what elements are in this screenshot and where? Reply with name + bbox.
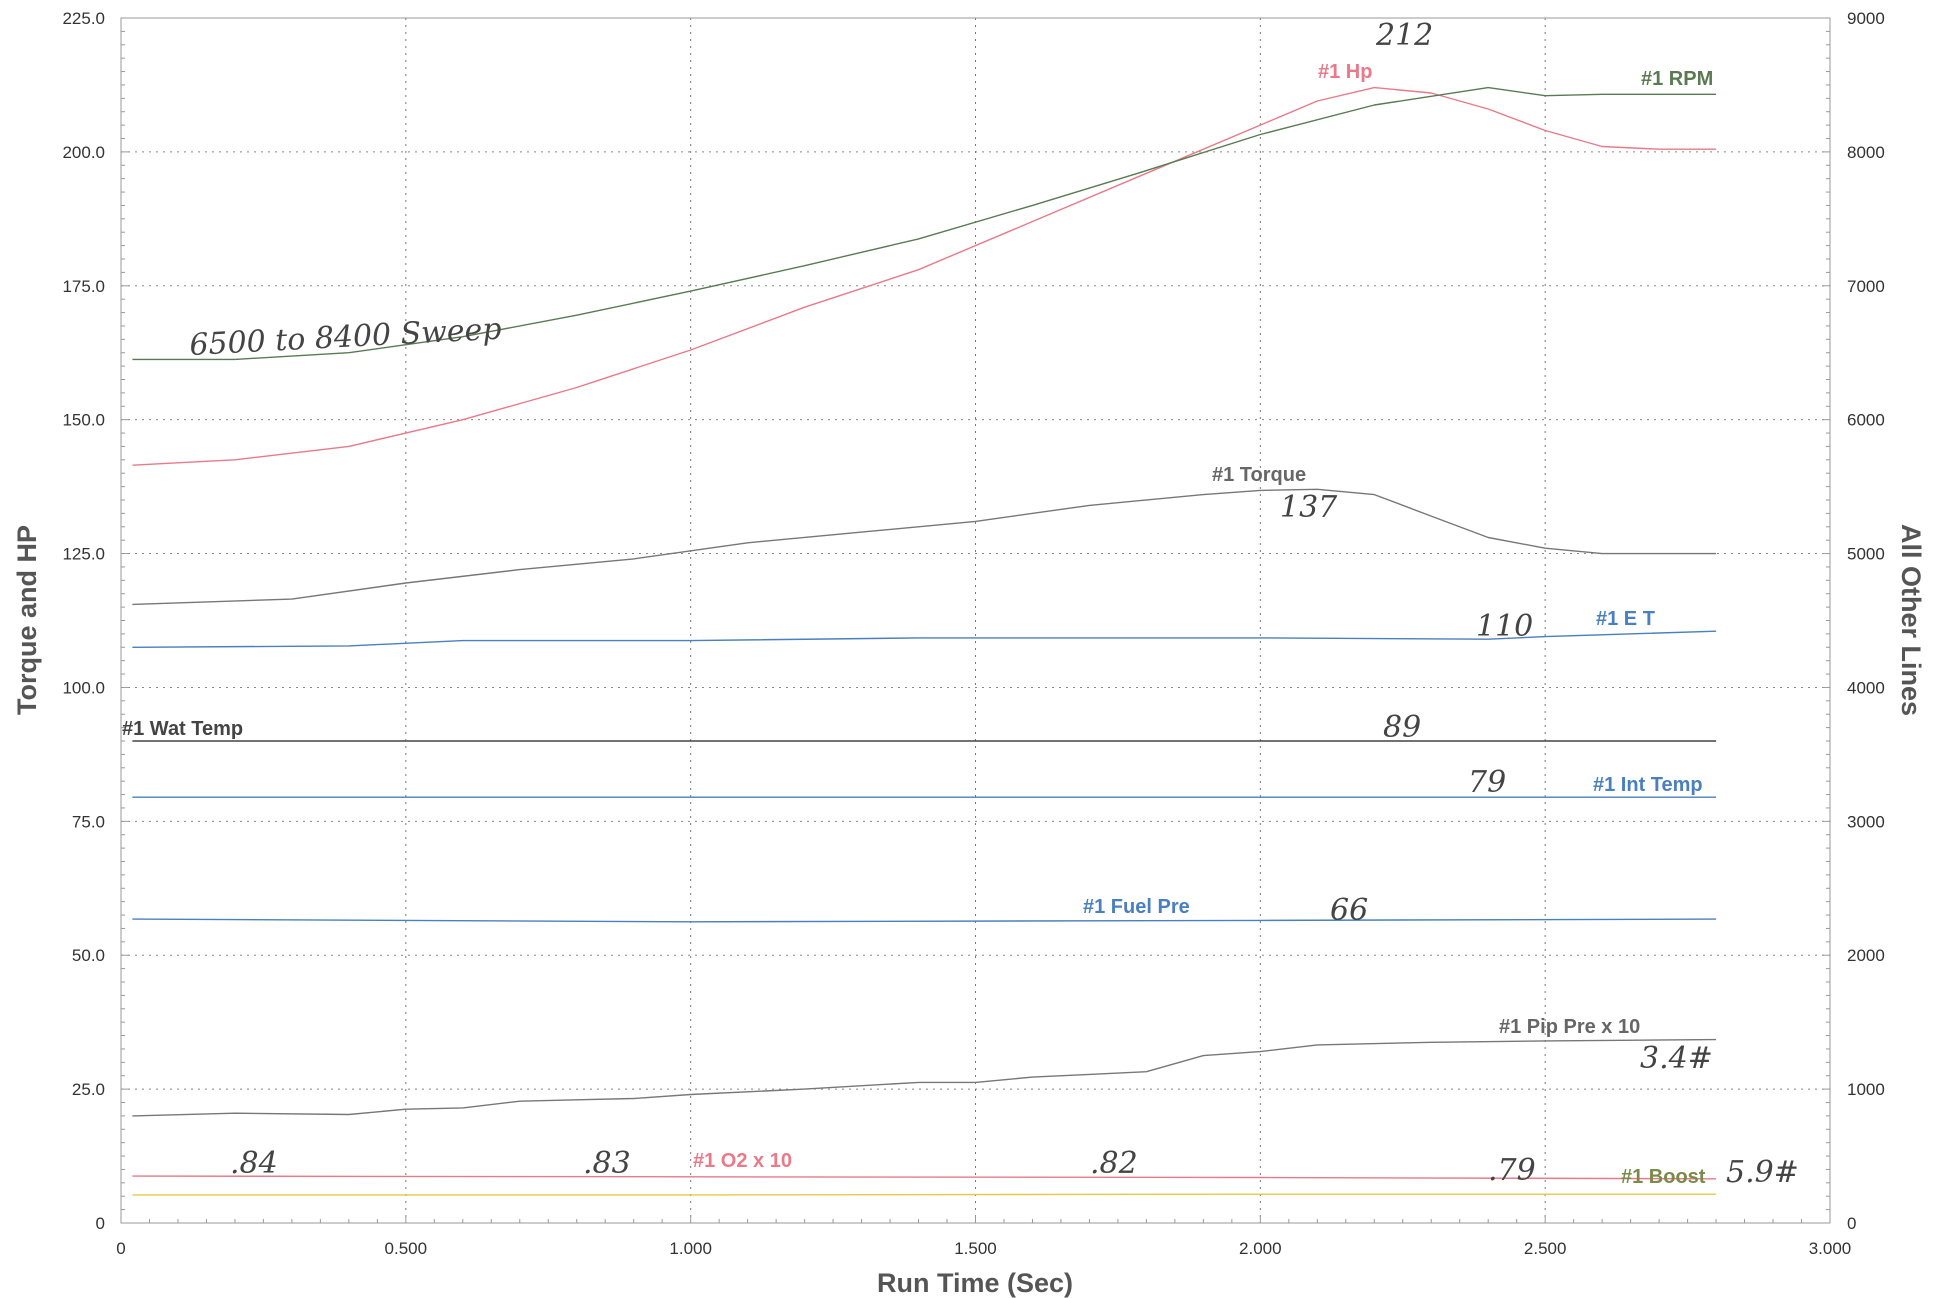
y-right-tick-label: 1000 (1847, 1080, 1885, 1099)
series-layer (132, 86, 1717, 1196)
y-right-tick-label: 4000 (1847, 678, 1885, 697)
x-tick-label: 0.500 (385, 1239, 428, 1258)
y-right-tick-label: 7000 (1847, 277, 1885, 296)
series-line-1-e-t (132, 630, 1717, 648)
y-left-tick-label: 50.0 (72, 946, 105, 965)
label-et: #1 E T (1596, 608, 1655, 630)
y-right-tick-label: 8000 (1847, 143, 1885, 162)
y-left-tick-label: 75.0 (72, 812, 105, 831)
x-tick-label: 0 (116, 1239, 125, 1258)
y-left-tick-label: 25.0 (72, 1080, 105, 1099)
tick-labels: 0 0.500 1.000 1.500 2.000 2.500 3.000 0 25.0 50.0… (62, 9, 1884, 1258)
x-tick-label: 1.000 (669, 1239, 712, 1258)
y-left-tick-label: 125.0 (62, 545, 105, 564)
series-line-1-boost (132, 1193, 1717, 1196)
note-110: 110 (1476, 609, 1533, 644)
label-rpm: #1 RPM (1641, 68, 1713, 90)
x-tick-label: 3.000 (1809, 1239, 1852, 1258)
grid-layer (120, 17, 1831, 1224)
note-84: .84 (230, 1146, 278, 1181)
note-79: 79 (1468, 765, 1506, 800)
y-left-tick-label: 100.0 (62, 678, 105, 697)
x-tick-label: 1.500 (954, 1239, 997, 1258)
note-66: 66 (1330, 893, 1368, 928)
y-left-tick-label: 175.0 (62, 277, 105, 296)
y-right-tick-label: 5000 (1847, 545, 1885, 564)
y-left-axis-title: Torque and HP (12, 525, 42, 715)
y-left-tick-label: 150.0 (62, 411, 105, 430)
note-sweep: 6500 to 8400 Sweep (189, 312, 503, 363)
label-boost: #1 Boost (1621, 1166, 1706, 1188)
label-int-temp: #1 Int Temp (1593, 774, 1703, 796)
label-fuel-pre: #1 Fuel Pre (1083, 896, 1190, 918)
series-line-1-hp (132, 86, 1717, 466)
note-3-4: 3.4# (1640, 1041, 1713, 1076)
label-pip-pre: #1 Pip Pre x 10 (1499, 1016, 1640, 1038)
x-axis-title: Run Time (Sec) (877, 1268, 1073, 1298)
note-137: 137 (1280, 490, 1338, 525)
x-tick-label: 2.000 (1239, 1239, 1282, 1258)
series-line-1-torque (132, 488, 1717, 606)
series-line-1-pip-pre-x-10 (132, 1038, 1717, 1117)
y-right-tick-label: 6000 (1847, 411, 1885, 430)
y-right-tick-label: 3000 (1847, 812, 1885, 831)
x-tick-label: 2.500 (1524, 1239, 1567, 1258)
plot-frame (120, 17, 1831, 1224)
label-hp: #1 Hp (1318, 61, 1372, 83)
note-83: .83 (583, 1146, 631, 1181)
label-torque: #1 Torque (1212, 464, 1306, 486)
y-left-tick-label: 225.0 (62, 9, 105, 28)
note-79-o2: .79 (1488, 1153, 1536, 1188)
label-wat-temp: #1 Wat Temp (122, 718, 243, 740)
y-left-tick-label: 0 (96, 1214, 105, 1233)
series-line-1-fuel-pre (132, 918, 1717, 923)
note-89: 89 (1383, 710, 1421, 745)
note-82: .82 (1090, 1146, 1138, 1181)
y-right-tick-label: 9000 (1847, 9, 1885, 28)
label-o2: #1 O2 x 10 (693, 1150, 792, 1172)
series-line-1-rpm (132, 86, 1717, 361)
y-right-tick-label: 2000 (1847, 946, 1885, 965)
series-line-1-o2-x-10 (132, 1175, 1717, 1180)
y-right-axis-title: All Other Lines (1896, 524, 1926, 716)
y-left-tick-label: 200.0 (62, 143, 105, 162)
y-right-tick-label: 0 (1847, 1214, 1856, 1233)
note-5-9: 5.9# (1726, 1155, 1799, 1190)
note-212: 212 (1375, 18, 1433, 53)
